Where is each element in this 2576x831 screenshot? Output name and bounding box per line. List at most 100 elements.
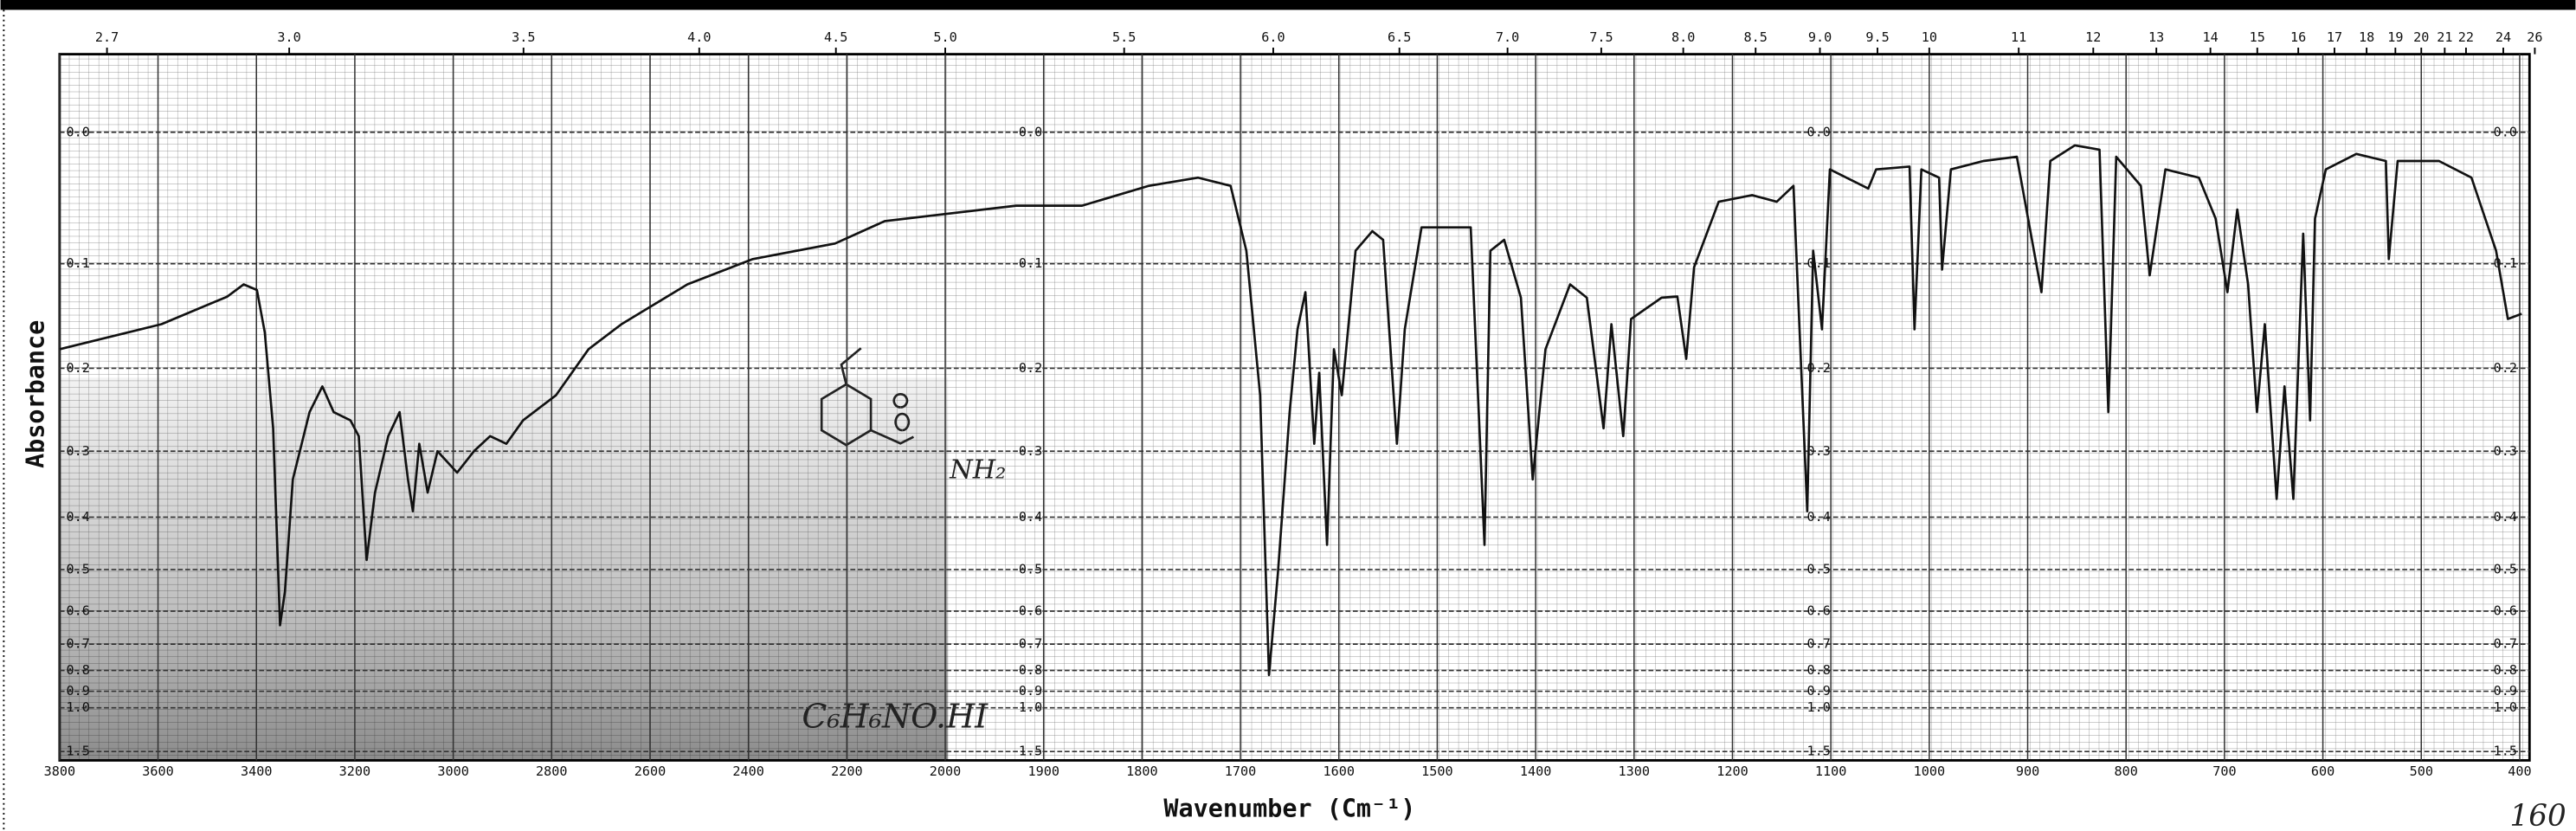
x-tick-label: 3400: [241, 763, 273, 779]
y-tick-label: 0.2: [2494, 360, 2517, 376]
x2-tick-label: 10: [1922, 29, 1937, 45]
x2-tick-label: 6.0: [1261, 29, 1285, 45]
x2-tick-label: 7.5: [1589, 29, 1613, 45]
y-tick-label: 0.2: [1807, 360, 1831, 376]
y-tick-label: 0.5: [66, 561, 89, 577]
x-tick-label: 3600: [142, 763, 174, 779]
x2-tick-label: 26: [2527, 29, 2542, 45]
x2-tick-label: 3.5: [512, 29, 535, 45]
x2-tick-label: 20: [2413, 29, 2429, 45]
x2-tick-label: 5.0: [933, 29, 956, 45]
y-tick-label: 0.8: [66, 662, 89, 678]
y-tick-label: 0.5: [1019, 561, 1042, 577]
y-tick-label: 0.1: [1019, 255, 1042, 271]
y-tick-label: 0.9: [66, 683, 89, 699]
annotation: NH₂: [949, 455, 1006, 486]
spectrum-line: [59, 144, 2522, 677]
y-tick-label: 0.5: [2494, 561, 2517, 577]
x-tick-label: 1300: [1619, 763, 1651, 779]
y-tick-label: 0.3: [66, 443, 89, 459]
y-tick-label: 1.0: [1019, 699, 1042, 715]
x-tick-label: 700: [2212, 763, 2236, 779]
y-tick-label: 0.4: [2494, 509, 2517, 525]
x-tick-label: 1800: [1126, 763, 1158, 779]
x2-tick-label: 15: [2250, 29, 2265, 45]
y-axis-title: Absorbance: [21, 320, 49, 468]
y-tick-label: 0.8: [1019, 662, 1042, 678]
annotation: 160: [2510, 799, 2566, 831]
x2-tick-label: 3.0: [277, 29, 300, 45]
x-tick-label: 2600: [634, 763, 667, 779]
x2-tick-label: 24: [2496, 29, 2511, 45]
y-tick-label: 0.8: [1807, 662, 1831, 678]
x-tick-label: 500: [2410, 763, 2433, 779]
y-tick-label: 0.3: [2494, 443, 2517, 459]
y-tick-label: 0.1: [66, 255, 89, 271]
y-tick-label: 1.5: [1019, 744, 1042, 759]
y-tick-label: 0.4: [1807, 509, 1831, 525]
x2-tick-label: 7.0: [1496, 29, 1519, 45]
x-tick-label: 1200: [1716, 763, 1748, 779]
x2-tick-label: 18: [2359, 29, 2374, 45]
y-tick-label: 1.0: [2494, 699, 2517, 715]
y-tick-label: 0.7: [2494, 636, 2517, 652]
y-tick-label: 0.6: [1019, 602, 1042, 618]
x2-tick-label: 21: [2437, 29, 2452, 45]
x-tick-label: 1700: [1225, 763, 1257, 779]
x-tick-label: 2800: [536, 763, 568, 779]
x2-tick-label: 9.5: [1865, 29, 1889, 45]
y-tick-label: 0.5: [1807, 561, 1831, 577]
y-tick-label: 0.4: [1019, 509, 1042, 525]
x2-tick-label: 12: [2085, 29, 2101, 45]
x-tick-label: 600: [2311, 763, 2334, 779]
y-tick-label: 0.0: [2494, 124, 2517, 139]
y-tick-label: 0.4: [66, 509, 89, 525]
y-tick-label: 0.0: [1019, 124, 1042, 139]
x2-tick-label: 11: [2011, 29, 2026, 45]
x-tick-label: 1500: [1421, 763, 1452, 779]
y-tick-label: 0.6: [1807, 602, 1831, 618]
x-tick-label: 3000: [437, 763, 469, 779]
x-tick-label: 1100: [1815, 763, 1847, 779]
x-tick-label: 800: [2115, 763, 2138, 779]
y-tick-label: 0.7: [66, 636, 89, 652]
y-tick-label: 0.2: [1019, 360, 1042, 376]
x2-tick-label: 16: [2290, 29, 2306, 45]
x-tick-label: 3200: [339, 763, 371, 779]
y-tick-label: 1.5: [66, 744, 89, 759]
x-tick-label: 1400: [1520, 763, 1551, 779]
x2-tick-label: 17: [2327, 29, 2342, 45]
top-bar: [0, 0, 2576, 10]
y-tick-label: 0.3: [1019, 443, 1042, 459]
y-tick-label: 1.0: [1807, 699, 1831, 715]
x2-tick-label: 19: [2387, 29, 2403, 45]
y-tick-label: 1.0: [66, 699, 89, 715]
y-tick-label: 0.0: [1807, 124, 1831, 139]
y-tick-label: 0.9: [1807, 683, 1831, 699]
x2-tick-label: 2.7: [95, 29, 119, 45]
y-tick-label: 0.3: [1807, 443, 1831, 459]
x2-tick-label: 4.0: [687, 29, 711, 45]
x2-tick-label: 6.5: [1388, 29, 1411, 45]
y-tick-label: 0.6: [2494, 602, 2517, 618]
x-tick-label: 900: [2016, 763, 2039, 779]
x2-tick-label: 13: [2148, 29, 2164, 45]
y-tick-label: 0.8: [2494, 662, 2517, 678]
x2-tick-label: 22: [2458, 29, 2474, 45]
y-tick-label: 1.5: [2494, 744, 2517, 759]
x-tick-label: 1000: [1914, 763, 1946, 779]
x-axis-title: Wavenumber (Cm⁻¹): [1163, 794, 1415, 822]
y-tick-label: 1.5: [1807, 744, 1831, 759]
x2-tick-label: 8.0: [1671, 29, 1695, 45]
x2-tick-label: 14: [2203, 29, 2219, 45]
x2-tick-label: 5.5: [1112, 29, 1136, 45]
x2-tick-label: 9.0: [1808, 29, 1832, 45]
y-tick-label: 0.9: [1019, 683, 1042, 699]
x-tick-label: 2200: [831, 763, 862, 779]
x2-tick-label: 8.5: [1744, 29, 1768, 45]
x2-tick-label: 4.5: [824, 29, 847, 45]
annotation: C₆H₆NO.HI: [802, 697, 989, 735]
y-tick-label: 0.7: [1019, 636, 1042, 652]
y-tick-label: 0.9: [2494, 683, 2517, 699]
